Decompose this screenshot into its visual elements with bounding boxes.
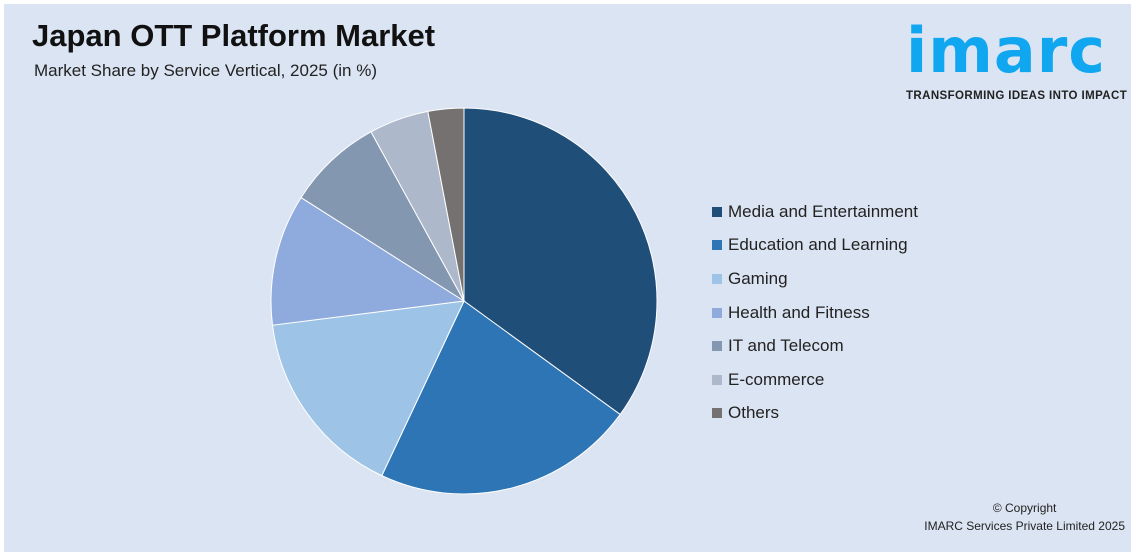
legend-label: E-commerce <box>728 369 825 389</box>
imarc-logo: imarc TRANSFORMING IDEAS INTO IMPACT <box>906 14 1128 103</box>
legend-label: Gaming <box>728 268 788 288</box>
pie-slice-gaming <box>271 300 465 477</box>
legend-item: Health and Fitness <box>712 296 918 330</box>
legend-item: E-commerce <box>712 363 918 397</box>
legend-swatch <box>712 206 722 217</box>
logo-tagline: TRANSFORMING IDEAS INTO IMPACT <box>906 90 1128 102</box>
pie-slice-it-and-telecom <box>300 131 465 302</box>
chart-subtitle: Market Share by Service Vertical, 2025 (… <box>34 61 377 80</box>
legend-item: Media and Entertainment <box>712 195 918 229</box>
legend-item: Others <box>712 397 918 431</box>
chart-title: Japan OTT Platform Market <box>32 18 436 53</box>
legend-swatch <box>712 374 722 385</box>
legend-swatch <box>712 341 722 352</box>
legend: Media and Entertainment Education and Lea… <box>712 195 918 430</box>
pie-slice-others <box>427 107 465 302</box>
legend-label: Media and Entertainment <box>728 201 918 221</box>
legend-swatch <box>712 307 722 318</box>
legend-label: Education and Learning <box>728 235 908 255</box>
pie-slice-media-and-entertainment <box>463 107 658 416</box>
legend-label: IT and Telecom <box>728 336 844 356</box>
copyright: © Copyright IMARC Services Private Limit… <box>924 499 1125 535</box>
logo-wordmark: imarc <box>906 14 1107 87</box>
copyright-company: IMARC Services Private Limited 2025 <box>924 519 1125 533</box>
legend-item: IT and Telecom <box>712 329 918 363</box>
legend-swatch <box>712 240 722 251</box>
legend-swatch <box>712 273 722 284</box>
legend-swatch <box>712 408 722 419</box>
legend-item: Education and Learning <box>712 229 918 263</box>
pie-slice-health-and-fitness <box>270 196 466 326</box>
copyright-label: © Copyright <box>992 501 1057 515</box>
legend-label: Health and Fitness <box>728 302 870 322</box>
legend-label: Others <box>728 403 780 423</box>
legend-item: Gaming <box>712 262 918 296</box>
